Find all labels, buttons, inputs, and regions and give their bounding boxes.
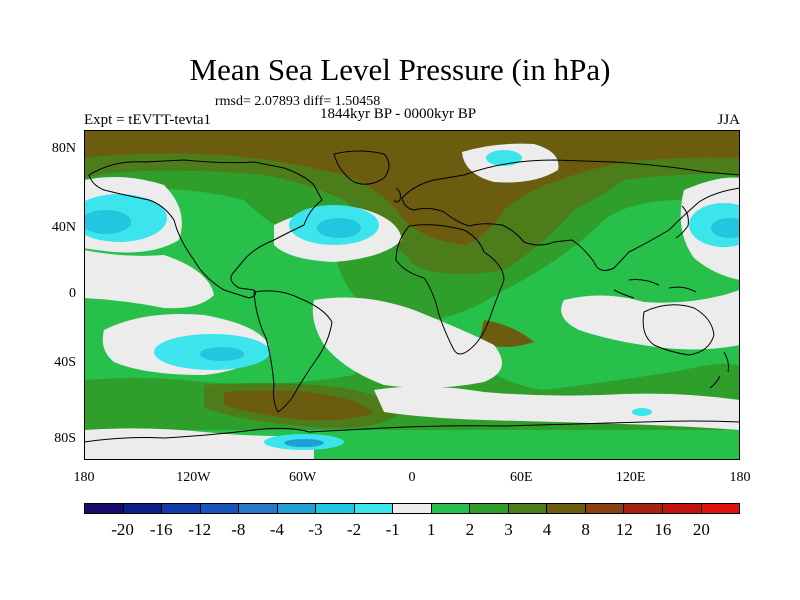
colorbar-label: 1: [427, 520, 436, 539]
coast-australia: [642, 304, 715, 356]
colorbar-label: 4: [542, 520, 552, 539]
colorbar-label: -8: [231, 520, 246, 539]
colorbar: [84, 503, 741, 514]
colorbar-box: [392, 503, 431, 514]
colorbar-label: -3: [308, 520, 323, 539]
colorbar-box: [546, 503, 585, 514]
colorbar-box: [276, 503, 316, 514]
field-region: [284, 439, 324, 447]
field-region: [561, 290, 740, 350]
lat-label: 0: [69, 286, 76, 301]
field-region: [224, 390, 374, 421]
colorbar-label: 16: [654, 520, 672, 539]
colorbar-box: [507, 503, 547, 514]
colorbar-box: [199, 503, 239, 514]
lat-label: 80S: [54, 431, 76, 447]
coast-uk: [393, 187, 401, 203]
lat-label: 40S: [54, 355, 76, 371]
colorbar-box: [315, 503, 354, 514]
field-region: [84, 210, 131, 234]
map-frame: [84, 130, 740, 460]
colorbar-box: [122, 503, 162, 514]
colorbar-label: -1: [385, 520, 400, 539]
colorbar-box: [623, 503, 662, 514]
field-region: [632, 408, 652, 416]
plot-title: Mean Sea Level Pressure (in hPa): [189, 52, 611, 87]
coast-antarctica: [84, 420, 740, 443]
colorbar-label: 8: [581, 520, 590, 539]
coast-new-zealand: [709, 351, 729, 389]
colorbar-label: 20: [692, 520, 710, 539]
coast-indonesia: [613, 279, 697, 299]
colorbar-box: [469, 503, 508, 514]
lon-label: 120W: [176, 470, 211, 485]
season-label: JJA: [717, 112, 740, 128]
pressure-anomaly-map: [84, 130, 740, 460]
coast-south-america: [253, 290, 333, 413]
colorbar-label: -2: [347, 520, 362, 539]
field-region: [200, 347, 244, 361]
colorbar-label: 12: [615, 520, 633, 539]
colorbar-label: -4: [269, 520, 285, 539]
stats-label: rmsd= 2.07893 diff= 1.50458: [215, 94, 381, 109]
colorbar-box: [584, 503, 624, 514]
colorbar-box: [353, 503, 393, 514]
colorbar-box: [700, 503, 741, 514]
lon-label: 60W: [289, 470, 317, 485]
field-region: [84, 130, 740, 245]
colorbar-label: 3: [504, 520, 513, 539]
field-region: [317, 218, 361, 238]
coast-greenland: [333, 150, 390, 185]
coast-japan: [675, 205, 689, 239]
lon-label: 180: [73, 470, 95, 485]
lon-label: 120E: [615, 470, 646, 485]
experiment-label: Expt = tEVTT-tevta1: [84, 112, 212, 128]
colorbar-box: [238, 503, 277, 514]
coast-north-america: [88, 159, 323, 299]
coast-africa: [395, 224, 505, 355]
field-region: [84, 250, 214, 309]
colorbar-box: [161, 503, 200, 514]
colorbar-label: -20: [111, 520, 134, 539]
lon-label: 60E: [510, 470, 533, 485]
period-label: 1844kyr BP - 0000kyr BP: [320, 106, 477, 122]
colorbar-box: [661, 503, 701, 514]
field-region: [374, 386, 740, 430]
lon-label: 0: [408, 470, 416, 485]
coast-eurasia: [401, 159, 740, 271]
colorbar-box: [84, 503, 123, 514]
coastlines: [84, 150, 740, 443]
field-region: [312, 297, 502, 388]
field-region: [84, 428, 314, 460]
lon-label: 180: [729, 470, 751, 485]
lat-label: 40N: [51, 220, 76, 235]
field-region: [486, 150, 522, 166]
colorbar-box: [430, 503, 470, 514]
colorbar-label: -16: [149, 520, 173, 539]
colorbar-label: 2: [465, 520, 475, 539]
field-region: [479, 320, 534, 347]
colorbar-label: -12: [188, 520, 212, 539]
lat-label: 80N: [51, 140, 76, 156]
field-region: [711, 218, 740, 238]
